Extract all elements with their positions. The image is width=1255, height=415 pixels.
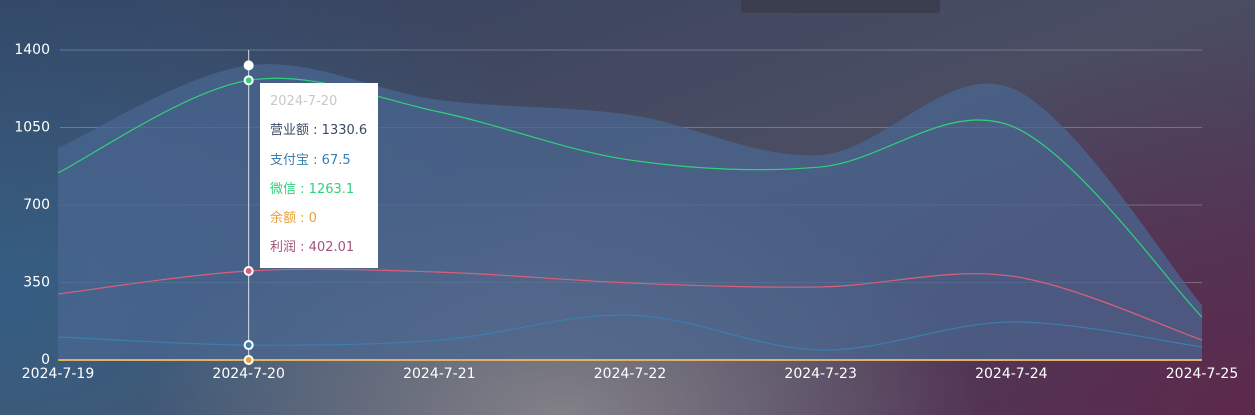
tooltip-name: 支付宝 (270, 152, 310, 168)
y-tick-label: 700 (23, 197, 50, 213)
tooltip: 2024-7-20 营业额 : 1330.6 支付宝 : 67.5 微信 : 1263… (260, 83, 378, 268)
tooltip-sep: : (296, 240, 309, 256)
hover-point (243, 340, 254, 351)
tooltip-sep: : (309, 152, 322, 168)
tooltip-value: 402.01 (308, 240, 355, 256)
y-tick-label: 1400 (14, 42, 50, 58)
hover-point (243, 60, 254, 71)
hover-point (243, 355, 254, 365)
y-tick-label: 0 (41, 352, 50, 368)
y-tick-label: 1050 (14, 120, 50, 136)
hover-point (243, 75, 254, 86)
tooltip-value: 1263.1 (308, 181, 355, 197)
tooltip-value: 67.5 (321, 152, 351, 168)
tooltip-title: 2024-7-20 (270, 94, 338, 109)
tooltip-row: 利润 : 402.01 (270, 239, 368, 268)
tooltip-name: 营业额 (270, 123, 310, 139)
top-bar (741, 0, 940, 13)
tooltip-row: 营业额 : 1330.6 (270, 122, 368, 151)
y-tick-label: 350 (23, 275, 50, 291)
hover-point (243, 265, 254, 276)
x-tick-label: 2024-7-19 (22, 366, 94, 382)
tooltip-sep: : (296, 181, 309, 197)
tooltip-row: 余额 : 0 (270, 210, 368, 239)
tooltip-name: 微信 (270, 181, 297, 197)
x-tick-label: 2024-7-22 (594, 366, 666, 382)
x-tick-label: 2024-7-21 (403, 366, 475, 382)
tooltip-row: 支付宝 : 67.5 (270, 152, 368, 181)
tooltip-value: 0 (308, 211, 317, 227)
tooltip-name: 利润 (270, 240, 297, 256)
x-tick-label: 2024-7-24 (975, 366, 1048, 382)
x-tick-label: 2024-7-25 (1166, 366, 1238, 382)
tooltip-sep: : (309, 123, 322, 139)
x-tick-label: 2024-7-23 (784, 366, 856, 382)
tooltip-value: 1330.6 (321, 123, 368, 139)
tooltip-sep: : (296, 211, 309, 227)
x-tick-label: 2024-7-20 (212, 366, 284, 382)
tooltip-name: 余额 (270, 211, 297, 227)
tooltip-row: 微信 : 1263.1 (270, 181, 368, 210)
